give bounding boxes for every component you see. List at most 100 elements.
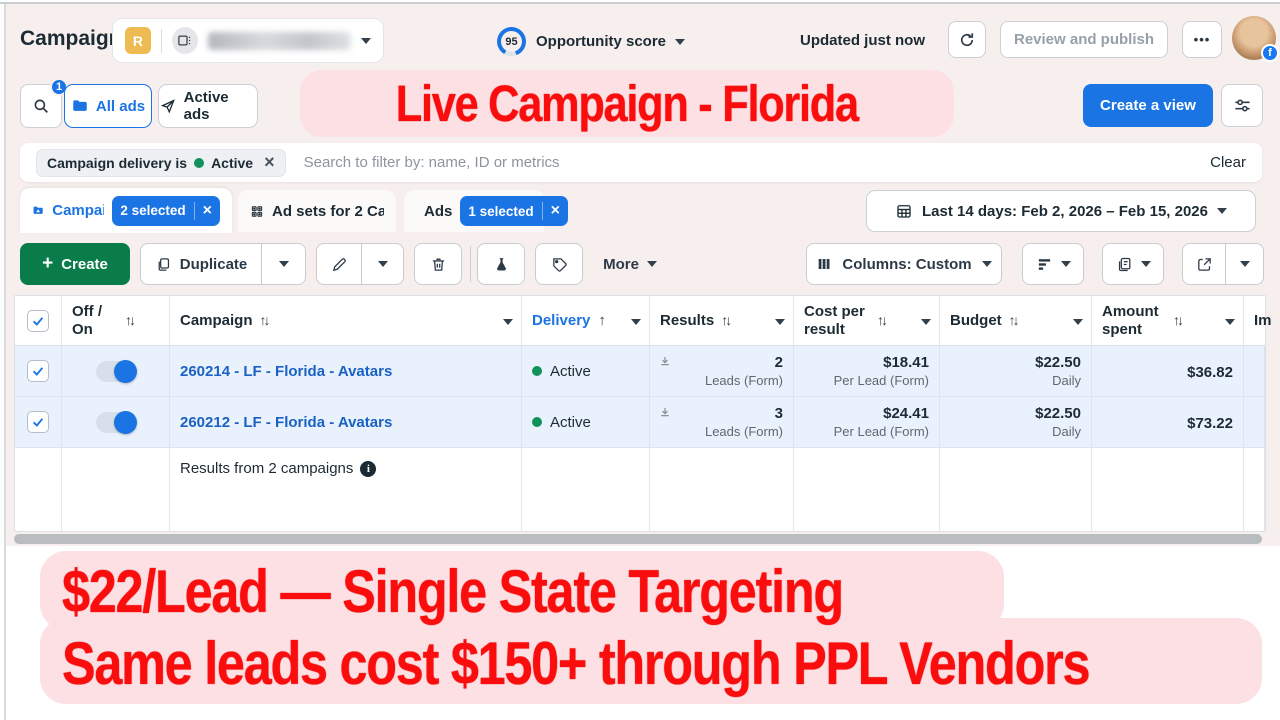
create-button[interactable]: Create [20, 243, 130, 285]
info-icon[interactable] [360, 460, 377, 477]
row-checkbox[interactable] [27, 360, 49, 382]
campaign-name-cell[interactable]: 260212 - LF - Florida - Avatars [170, 397, 522, 448]
tab-campaigns[interactable]: Campaigns 2 selected [20, 188, 232, 233]
toggle-knob [113, 359, 137, 383]
table-row[interactable]: 260212 - LF - Florida - Avatars Active 3… [15, 397, 1265, 448]
create-a-view-button[interactable]: Create a view [1083, 84, 1213, 127]
ad-account-selector[interactable]: R [112, 18, 384, 63]
table-row[interactable]: 260214 - LF - Florida - Avatars Active 2… [15, 346, 1265, 397]
page-title: Campaigns [20, 27, 134, 50]
review-and-publish-button[interactable]: Review and publish [1000, 21, 1168, 58]
filter-chip-campaign-delivery[interactable]: Campaign delivery is Active [36, 148, 286, 177]
row-checkbox[interactable] [27, 411, 49, 433]
columns-button[interactable]: Columns: Custom [806, 243, 1002, 285]
duplicate-button[interactable]: Duplicate [140, 243, 306, 285]
search-button[interactable]: 1 [20, 78, 68, 128]
download-icon[interactable] [658, 406, 672, 420]
header-delivery[interactable]: Delivery [522, 296, 650, 345]
off-on-header-label: Off / On [72, 303, 102, 338]
campaign-on-toggle[interactable] [95, 410, 137, 434]
download-icon[interactable] [658, 355, 672, 369]
header-off-on[interactable]: Off / On [62, 296, 170, 345]
campaigns-selected-badge[interactable]: 2 selected [112, 195, 220, 226]
sort-icon[interactable] [870, 312, 885, 330]
row-select-cell[interactable] [15, 346, 62, 397]
duplicate-dropdown[interactable] [261, 244, 305, 284]
sort-icon[interactable] [1166, 312, 1181, 330]
header-campaign[interactable]: Campaign [170, 296, 522, 345]
avatar[interactable] [1232, 16, 1279, 62]
header-select-all[interactable] [15, 296, 62, 345]
edit-dropdown[interactable] [361, 244, 403, 284]
export-button[interactable] [1182, 243, 1264, 285]
header-budget[interactable]: Budget [940, 296, 1092, 345]
amount-spent-header-label: Amount spent [1102, 303, 1159, 338]
select-all-checkbox[interactable] [27, 309, 49, 332]
row-select-cell[interactable] [15, 397, 62, 448]
results-cell: 3 Leads (Form) [650, 397, 794, 448]
column-menu-icon[interactable] [1073, 312, 1083, 330]
column-menu-icon[interactable] [1225, 312, 1235, 330]
edit-button[interactable] [316, 243, 404, 285]
horizontal-scrollbar[interactable] [14, 534, 1262, 544]
sort-ascending-icon[interactable] [590, 312, 606, 330]
export-dropdown[interactable] [1225, 244, 1263, 284]
delivery-cell: Active [522, 397, 650, 448]
budget-type: Daily [1052, 373, 1081, 388]
campaign-on-toggle[interactable] [95, 359, 137, 383]
ads-selected-badge[interactable]: 1 selected [460, 196, 568, 226]
more-options-button[interactable] [1182, 21, 1222, 58]
column-menu-icon[interactable] [503, 312, 513, 330]
clear-selection-icon[interactable] [193, 201, 212, 220]
chevron-down-icon [981, 261, 992, 267]
view-settings-button[interactable] [1221, 84, 1263, 127]
facebook-badge-icon [1261, 44, 1279, 62]
row-toggle-cell[interactable] [62, 346, 170, 397]
campaign-name-link[interactable]: 260214 - LF - Florida - Avatars [180, 362, 393, 380]
delete-button[interactable] [414, 243, 462, 285]
ab-test-button[interactable] [477, 243, 525, 285]
active-ads-button[interactable]: Active ads [158, 84, 258, 128]
budget-type: Daily [1052, 424, 1081, 439]
account-name-redacted [207, 31, 351, 50]
all-ads-label: All ads [95, 97, 146, 115]
tab-ad-sets[interactable]: Ad sets for 2 Campaigns [238, 190, 396, 232]
summary-label: Results from 2 campaigns [180, 460, 354, 477]
chevron-down-icon [278, 261, 289, 267]
reports-button[interactable] [1102, 243, 1164, 285]
cost-value: $18.41 [883, 354, 929, 371]
header-results[interactable]: Results [650, 296, 794, 345]
clear-filters-button[interactable]: Clear [1210, 154, 1246, 171]
cost-type: Per Lead (Form) [833, 424, 929, 439]
campaign-name-cell[interactable]: 260214 - LF - Florida - Avatars [170, 346, 522, 397]
overlay-caption-line2: Same leads cost $150+ through PPL Vendor… [62, 630, 1090, 697]
column-menu-icon[interactable] [775, 312, 785, 330]
campaign-name-link[interactable]: 260212 - LF - Florida - Avatars [180, 413, 393, 431]
sort-icon[interactable] [253, 312, 268, 330]
columns-label: Columns: Custom [842, 255, 972, 273]
breakdown-button[interactable] [1022, 243, 1084, 285]
account-initial-badge: R [125, 27, 151, 54]
row-toggle-cell[interactable] [62, 397, 170, 448]
chevron-down-icon [1140, 261, 1151, 267]
date-range-selector[interactable]: Last 14 days: Feb 2, 2026 – Feb 15, 2026 [866, 190, 1256, 232]
sort-icon[interactable] [118, 312, 133, 330]
reports-icon [1118, 257, 1130, 271]
cost-per-result-header-label: Cost per result [804, 303, 865, 338]
sort-icon[interactable] [1002, 312, 1017, 330]
remove-filter-icon[interactable] [264, 153, 275, 172]
more-actions-button[interactable]: More [593, 243, 667, 285]
column-menu-icon[interactable] [921, 312, 931, 330]
tag-button[interactable] [535, 243, 583, 285]
sort-icon[interactable] [714, 312, 729, 330]
header-amount-spent[interactable]: Amount spent [1092, 296, 1244, 345]
filter-search-placeholder[interactable]: Search to filter by: name, ID or metrics [303, 154, 560, 171]
header-impressions-clipped[interactable]: Im [1244, 296, 1280, 345]
clear-selection-icon[interactable] [541, 202, 560, 220]
header-cost-per-result[interactable]: Cost per result [794, 296, 940, 345]
refresh-button[interactable] [948, 21, 986, 58]
tab-ads[interactable]: Ads 1 selected [404, 190, 568, 232]
all-ads-button[interactable]: All ads [64, 84, 152, 128]
column-menu-icon[interactable] [631, 312, 641, 330]
opportunity-score-dropdown[interactable]: Opportunity score [536, 33, 686, 50]
